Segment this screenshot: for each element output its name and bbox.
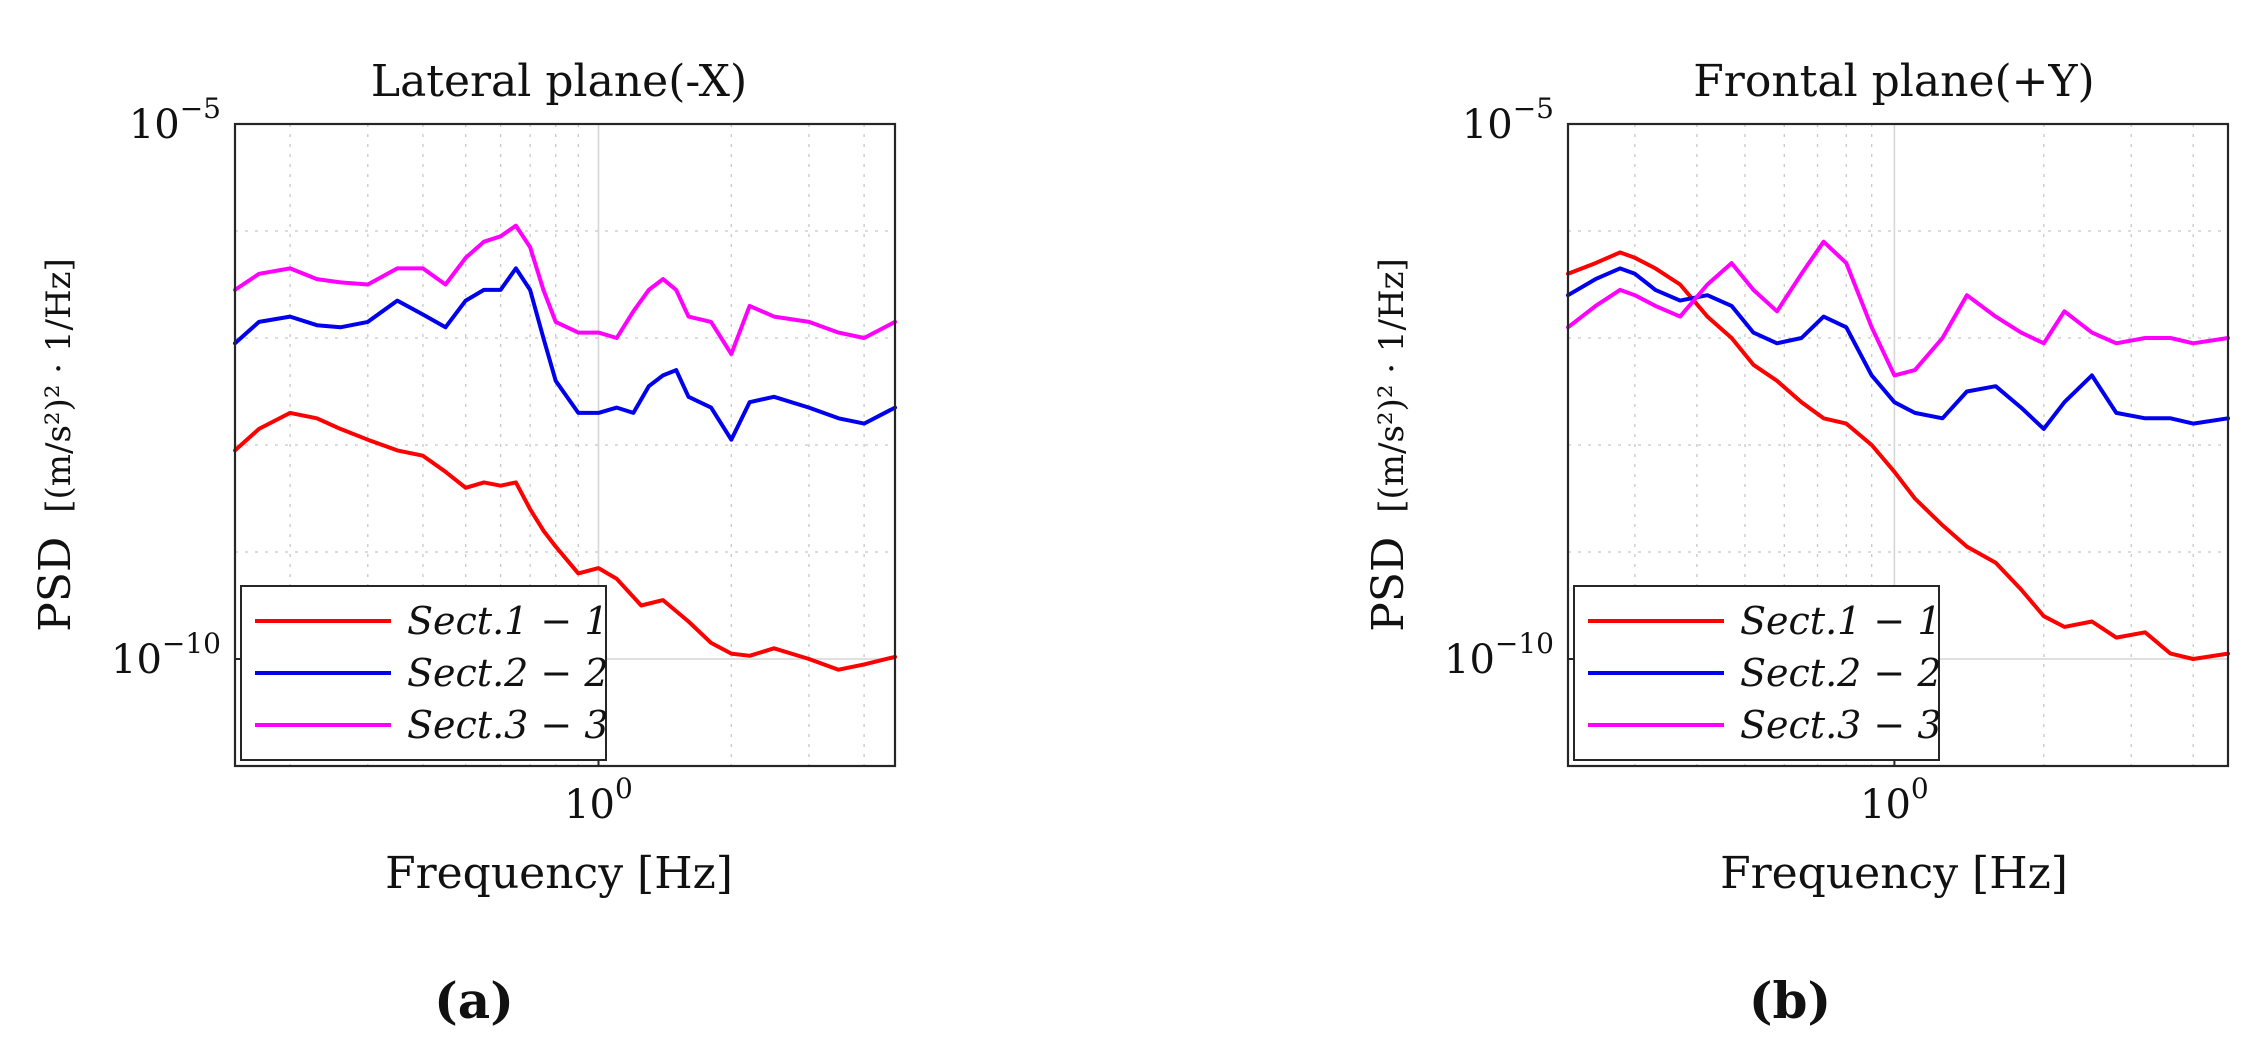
panel-label: (b) <box>1749 971 1831 1030</box>
axes-frame <box>1566 122 2230 768</box>
legend: Sect.1 − 1 Sect.2 − 2 Sect.3 − 3 <box>1588 599 1942 747</box>
axes-frame <box>233 122 897 768</box>
series-line-sect2 <box>1566 266 2230 431</box>
svg-text:PSD [(m/s²)² · 1/Hz]: PSD [(m/s²)² · 1/Hz] <box>30 258 81 632</box>
tick-labels: 10−5 10−10 100 <box>111 92 633 828</box>
y-tick-label: 10−5 <box>1462 92 1554 148</box>
x-axis-label: Frequency [Hz] <box>1720 848 2068 899</box>
x-tick-label: 100 <box>564 772 633 828</box>
series-group <box>233 223 897 672</box>
y-axis-label: PSD <box>1363 537 1414 632</box>
y-axis-label: PSD <box>30 537 81 632</box>
legend-label: Sect.3 − 3 <box>1740 703 1942 747</box>
y-axis-label-group: PSD [(m/s²)² · 1/Hz] <box>30 258 81 632</box>
legend-label: Sect.1 − 1 <box>407 599 609 643</box>
y-axis-label-group: PSD [(m/s²)² · 1/Hz] <box>1363 258 1414 632</box>
series-line-sect3 <box>1566 239 2230 378</box>
series-group <box>1566 239 2230 661</box>
y-axis-unit: [(m/s²)² · 1/Hz] <box>1372 258 1412 513</box>
tick-labels: 10−5 10−10 100 <box>1444 92 1929 828</box>
y-tick-label: 10−10 <box>111 627 221 683</box>
series-line-sect1 <box>233 410 897 672</box>
series-line-sect3 <box>233 223 897 357</box>
legend-label: Sect.2 − 2 <box>1740 651 1942 695</box>
series-line-sect2 <box>233 266 897 442</box>
legend: Sect.1 − 1 Sect.2 − 2 Sect.3 − 3 <box>255 599 609 747</box>
y-tick-label: 10−10 <box>1444 627 1554 683</box>
x-axis-label: Frequency [Hz] <box>385 848 733 899</box>
y-axis-unit: [(m/s²)² · 1/Hz] <box>39 258 79 513</box>
legend-label: Sect.1 − 1 <box>1740 599 1942 643</box>
legend-label: Sect.2 − 2 <box>407 651 609 695</box>
chart-title: Frontal plane(+Y) <box>1693 56 2094 107</box>
panel-b: Frontal plane(+Y) 10−5 10−10 100 Frequency… <box>1363 56 2230 1030</box>
series-line-sect1 <box>1566 250 2230 661</box>
y-tick-label: 10−5 <box>129 92 221 148</box>
svg-text:PSD [(m/s²)² · 1/Hz]: PSD [(m/s²)² · 1/Hz] <box>1363 258 1414 632</box>
x-tick-label: 100 <box>1860 772 1929 828</box>
chart-title: Lateral plane(-X) <box>371 56 747 107</box>
panel-a: Lateral plane(-X) 10−5 10−10 100 Frequency… <box>30 56 897 1030</box>
legend-label: Sect.3 − 3 <box>407 703 609 747</box>
panel-label: (a) <box>434 971 514 1030</box>
